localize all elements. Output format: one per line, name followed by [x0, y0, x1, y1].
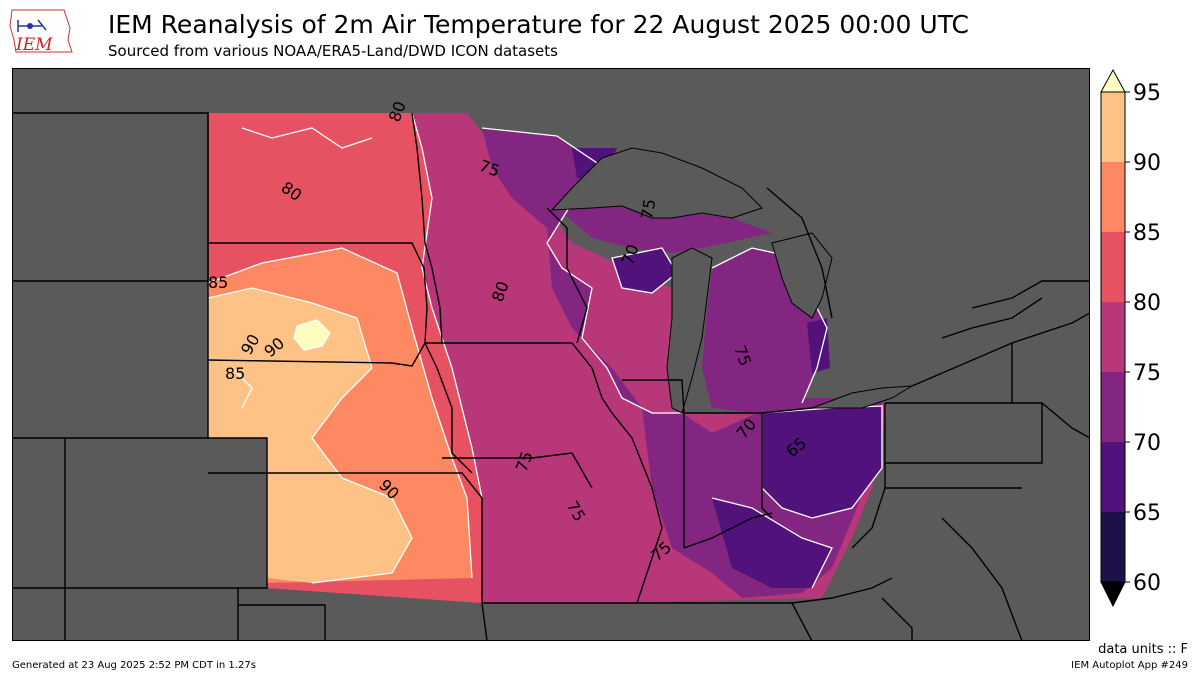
map-subtitle: Sourced from various NOAA/ERA5-Land/DWD … [108, 42, 558, 60]
generated-timestamp: Generated at 23 Aug 2025 2:52 PM CDT in … [12, 660, 256, 671]
band-95-up [294, 320, 330, 350]
contour-label: 85 [225, 364, 245, 383]
colorbar-segment [1101, 512, 1125, 582]
colorbar-tick-label: 75 [1133, 361, 1161, 386]
colorbar-tick-label: 90 [1133, 151, 1161, 176]
units-label: data units :: F [1098, 642, 1188, 657]
band-90-95 [208, 288, 412, 583]
colorbar: 60 65 70 75 80 85 90 95 [1096, 68, 1200, 612]
colorbar-tick-label: 70 [1133, 431, 1161, 456]
band-65-70-in [712, 498, 832, 588]
lake-superior [550, 147, 763, 219]
colorbar-tick-label: 85 [1133, 221, 1161, 246]
great-lakes [550, 147, 913, 414]
colorbar-segment [1101, 302, 1125, 372]
band-upper-mi [557, 203, 772, 253]
colorbar-tick-label: 60 [1133, 571, 1161, 596]
contour-label: 85 [208, 273, 228, 292]
colorbar-extend-bottom [1100, 581, 1126, 608]
map-title: IEM Reanalysis of 2m Air Temperature for… [108, 10, 969, 39]
colorbar-tick-label: 95 [1133, 81, 1161, 106]
iem-logo: IEM [8, 6, 74, 58]
logo-text: IEM [15, 35, 53, 55]
temperature-fill [208, 113, 887, 603]
contour-label: 75 [637, 197, 659, 220]
temperature-map: 80 75 80 75 85 90 90 85 80 70 75 70 65 7… [12, 68, 1091, 642]
colorbar-segment [1101, 232, 1125, 302]
colorbar-extend-top [1100, 68, 1126, 93]
colorbar-segment [1101, 372, 1125, 442]
state-borders [12, 112, 1091, 642]
map-frame [12, 68, 1090, 641]
colorbar-segment [1101, 442, 1125, 512]
colorbar-tick-label: 65 [1133, 501, 1161, 526]
colorbar-frame [1100, 91, 1126, 583]
colorbar-segment [1101, 162, 1125, 232]
band-65-70-wi [612, 248, 677, 293]
app-id: IEM Autoplot App #249 [1071, 660, 1188, 671]
band-65-70-ohio [762, 406, 882, 518]
colorbar-segment [1101, 92, 1125, 162]
colorbar-tick-label: 80 [1133, 291, 1161, 316]
contour-lines [207, 112, 883, 589]
band-65-70-mi [807, 318, 830, 373]
lake-michigan [666, 247, 713, 414]
